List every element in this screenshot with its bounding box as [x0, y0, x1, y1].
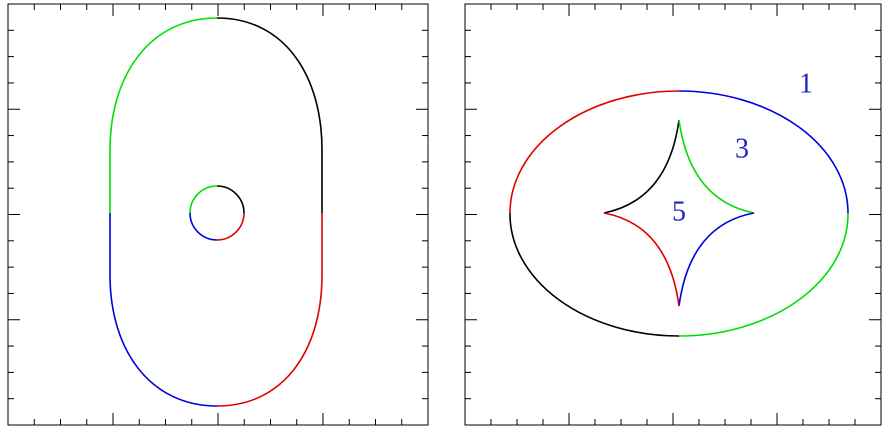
- inner-curve-ur: [216, 185, 245, 214]
- ticks: [8, 4, 881, 425]
- outer-curve-ul: [109, 17, 218, 213]
- left-frame: [7, 3, 429, 426]
- outer-curve-lr: [216, 213, 323, 407]
- inner-curve-ul: [189, 185, 218, 214]
- region-label: 5: [672, 196, 686, 227]
- ellipse-lr: [678, 212, 849, 337]
- astroid-ul: [603, 119, 680, 214]
- outer-curve-ur: [216, 17, 323, 213]
- outer-curve-ll: [109, 213, 218, 407]
- ellipse-ll: [509, 212, 680, 337]
- region-label: 3: [735, 133, 749, 164]
- astroid-lr: [678, 212, 755, 307]
- inner-curve-lr: [216, 212, 245, 241]
- ellipse-ul: [509, 90, 680, 214]
- inner-curve-ll: [189, 212, 218, 241]
- astroid-ur: [678, 119, 755, 214]
- astroid-ll: [603, 212, 680, 307]
- region-label: 1: [799, 68, 813, 99]
- ellipse-ur: [678, 90, 849, 214]
